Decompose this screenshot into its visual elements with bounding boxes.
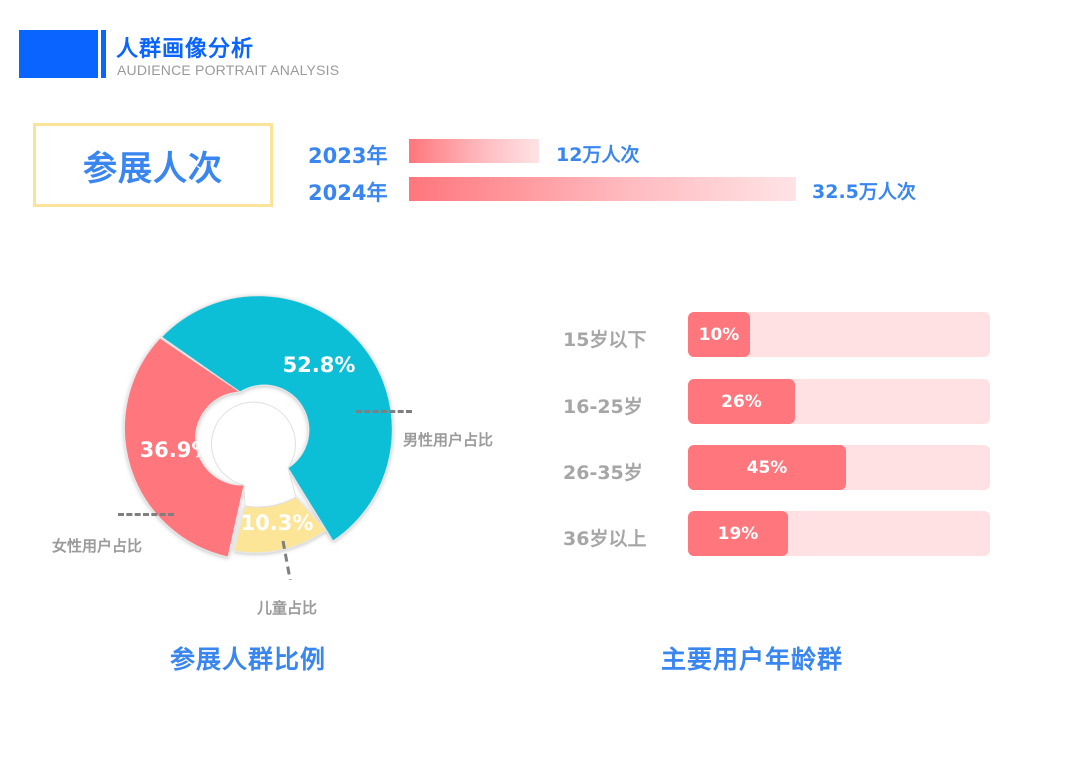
- age-bar-under-15: 10%: [688, 312, 750, 357]
- female-leader-line: [118, 513, 174, 516]
- visits-year-2023: 2023年: [308, 144, 388, 168]
- visits-label-box: 参展人次: [33, 123, 273, 207]
- visits-year-2024: 2024年: [308, 181, 388, 205]
- audience-donut-chart: 52.8% 36.9% 10.3%: [123, 295, 393, 580]
- age-value-under-15: 10%: [698, 324, 740, 345]
- male-leader-line: [356, 410, 412, 413]
- donut-label-female: 36.9%: [140, 438, 213, 462]
- visits-value-2023: 12万人次: [556, 144, 640, 166]
- age-chart-title: 主要用户年龄群: [661, 645, 844, 674]
- donut-hole: [211, 401, 297, 508]
- header-accent-bar: [101, 30, 106, 78]
- visits-bar-2024: [409, 177, 796, 201]
- age-label-16-25: 16-25岁: [563, 396, 643, 418]
- page-title: 人群画像分析: [116, 37, 255, 62]
- donut-segment-male: [160, 295, 393, 542]
- page-subtitle: AUDIENCE PORTRAIT ANALYSIS: [117, 62, 340, 78]
- donut-annotation-children: 儿童占比: [257, 599, 318, 617]
- age-bar-26-35: 45%: [688, 445, 846, 490]
- donut-chart-title: 参展人群比例: [170, 645, 327, 674]
- donut-annotation-female: 女性用户占比: [52, 537, 143, 555]
- donut-label-children: 10.3%: [241, 511, 314, 535]
- visits-label: 参展人次: [83, 148, 223, 189]
- visits-value-2024: 32.5万人次: [812, 181, 916, 203]
- header-accent-block: [19, 30, 98, 78]
- age-bar-16-25: 26%: [688, 379, 795, 424]
- visits-bar-2023: [409, 139, 539, 163]
- age-label-26-35: 26-35岁: [563, 462, 643, 484]
- age-label-under-15: 15岁以下: [563, 329, 647, 351]
- age-value-26-35: 45%: [746, 457, 788, 478]
- donut-segment-female: [123, 337, 245, 558]
- age-value-16-25: 26%: [721, 391, 762, 412]
- donut-annotation-male: 男性用户占比: [403, 431, 494, 449]
- donut-label-male: 52.8%: [283, 353, 356, 377]
- age-bar-over-36: 19%: [688, 511, 788, 556]
- age-value-over-36: 19%: [717, 523, 759, 544]
- age-label-over-36: 36岁以上: [563, 528, 647, 550]
